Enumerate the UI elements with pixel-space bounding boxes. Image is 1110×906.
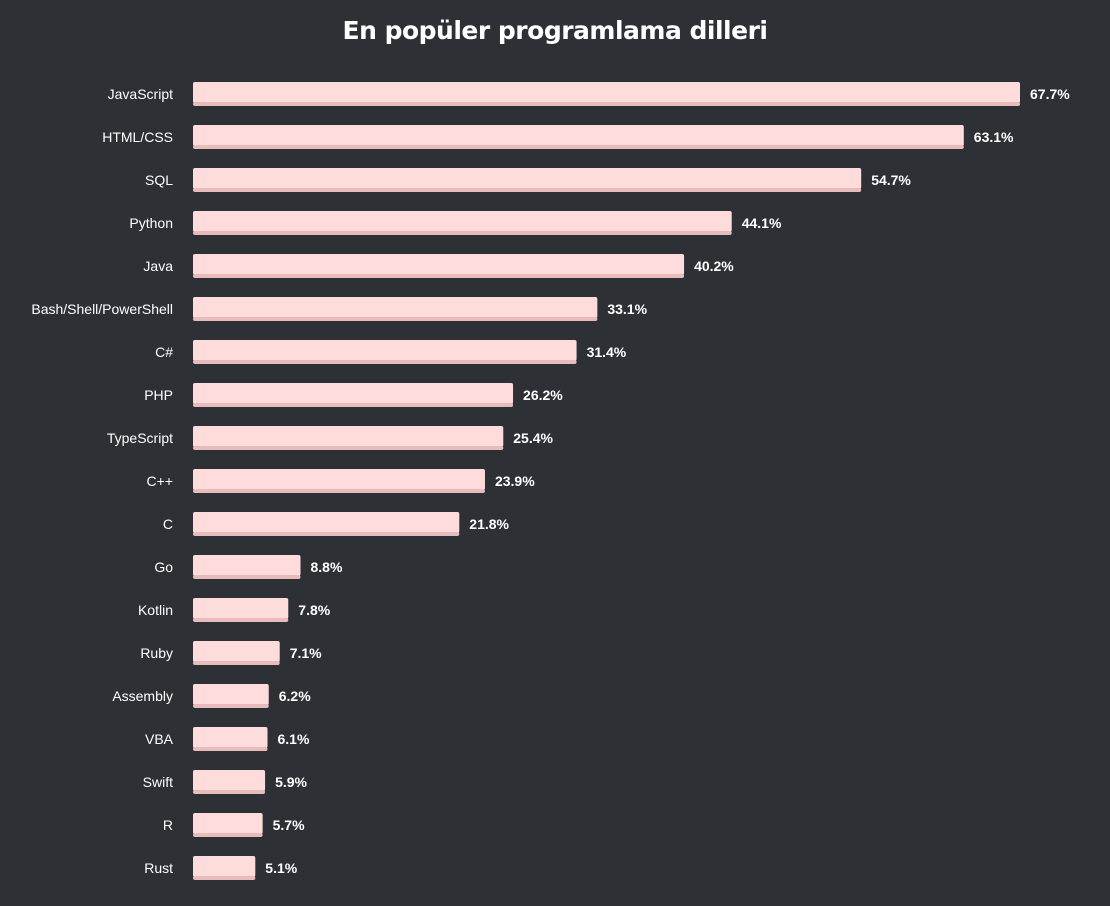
value-label: 54.7% (871, 172, 911, 188)
bar-group: C++ 23.9% (147, 469, 535, 493)
bar-shadow (193, 661, 280, 665)
category-label: C++ (147, 473, 173, 489)
bar-group: SQL 54.7% (145, 168, 911, 192)
bar-shadow (193, 747, 268, 751)
bar-shadow (193, 403, 514, 407)
bar (193, 82, 1020, 103)
bar-group: C# 31.4% (155, 340, 627, 364)
bar (193, 727, 268, 748)
bar-shadow (193, 102, 1020, 106)
bar-group: R 5.7% (163, 813, 305, 837)
category-label: Java (143, 258, 173, 274)
bar-group: Go 8.8% (154, 555, 343, 579)
category-label: TypeScript (107, 430, 173, 446)
category-label: PHP (144, 387, 173, 403)
value-label: 7.1% (290, 645, 322, 661)
bar-shadow (193, 532, 460, 536)
category-label: Go (154, 559, 173, 575)
bar-shadow (193, 833, 263, 837)
category-label: Python (129, 215, 173, 231)
bar-group: Assembly 6.2% (112, 684, 311, 708)
value-label: 5.1% (265, 860, 297, 876)
bar-group: HTML/CSS 63.1% (102, 125, 1014, 149)
bar (193, 168, 862, 189)
bar-shadow (193, 618, 289, 622)
value-label: 6.1% (278, 731, 310, 747)
bar-shadow (193, 188, 862, 192)
bar-shadow (193, 145, 964, 149)
bar-group: Python 44.1% (129, 211, 782, 235)
bar-group: JavaScript 67.7% (108, 82, 1070, 106)
value-label: 33.1% (607, 301, 647, 317)
bar-shadow (193, 704, 269, 708)
chart-title: En popüler programlama dilleri (342, 16, 768, 45)
bar (193, 340, 577, 361)
category-label: Kotlin (138, 602, 173, 618)
value-label: 31.4% (587, 344, 627, 360)
bar-shadow (193, 317, 598, 321)
bar-group: VBA 6.1% (145, 727, 310, 751)
value-label: 40.2% (694, 258, 734, 274)
value-label: 7.8% (298, 602, 330, 618)
bar (193, 254, 685, 275)
value-label: 63.1% (974, 129, 1014, 145)
category-label: Bash/Shell/PowerShell (31, 301, 173, 317)
bar (193, 641, 280, 662)
bar-group: TypeScript 25.4% (107, 426, 554, 450)
bar (193, 813, 263, 834)
category-label: Assembly (112, 688, 173, 704)
category-label: SQL (145, 172, 173, 188)
bar (193, 684, 269, 705)
bar-group: Rust 5.1% (144, 856, 298, 880)
category-label: R (163, 817, 173, 833)
bar (193, 598, 289, 619)
bar-shadow (193, 360, 577, 364)
bar (193, 512, 460, 533)
bar (193, 856, 256, 877)
value-label: 44.1% (742, 215, 782, 231)
bar-group: Bash/Shell/PowerShell 33.1% (31, 297, 648, 321)
bar (193, 555, 301, 576)
bar-shadow (193, 876, 256, 880)
value-label: 6.2% (279, 688, 311, 704)
category-label: JavaScript (108, 86, 173, 102)
bar (193, 125, 964, 146)
value-label: 5.7% (273, 817, 305, 833)
value-label: 8.8% (310, 559, 342, 575)
bar-group: Java 40.2% (143, 254, 734, 278)
category-label: HTML/CSS (102, 129, 173, 145)
bar-shadow (193, 790, 266, 794)
category-label: Rust (144, 860, 173, 876)
bar-group: Ruby 7.1% (140, 641, 322, 665)
bar (193, 297, 598, 318)
bar (193, 426, 504, 447)
bar-shadow (193, 231, 732, 235)
bar-shadow (193, 489, 485, 493)
bar-group: Swift 5.9% (143, 770, 308, 794)
bar-shadow (193, 575, 301, 579)
bar-shadow (193, 274, 685, 278)
bar-group: Kotlin 7.8% (138, 598, 331, 622)
category-label: C (163, 516, 173, 532)
bar-group: PHP 26.2% (144, 383, 563, 407)
value-label: 26.2% (523, 387, 563, 403)
value-label: 23.9% (495, 473, 535, 489)
value-label: 5.9% (275, 774, 307, 790)
bar (193, 770, 266, 791)
bar (193, 211, 732, 232)
value-label: 21.8% (469, 516, 509, 532)
bar (193, 383, 514, 404)
category-label: Swift (143, 774, 173, 790)
bar-shadow (193, 446, 504, 450)
bar-group: C 21.8% (163, 512, 510, 536)
bar (193, 469, 485, 490)
value-label: 67.7% (1030, 86, 1070, 102)
value-label: 25.4% (513, 430, 553, 446)
category-label: VBA (145, 731, 174, 747)
category-label: C# (155, 344, 173, 360)
category-label: Ruby (140, 645, 173, 661)
